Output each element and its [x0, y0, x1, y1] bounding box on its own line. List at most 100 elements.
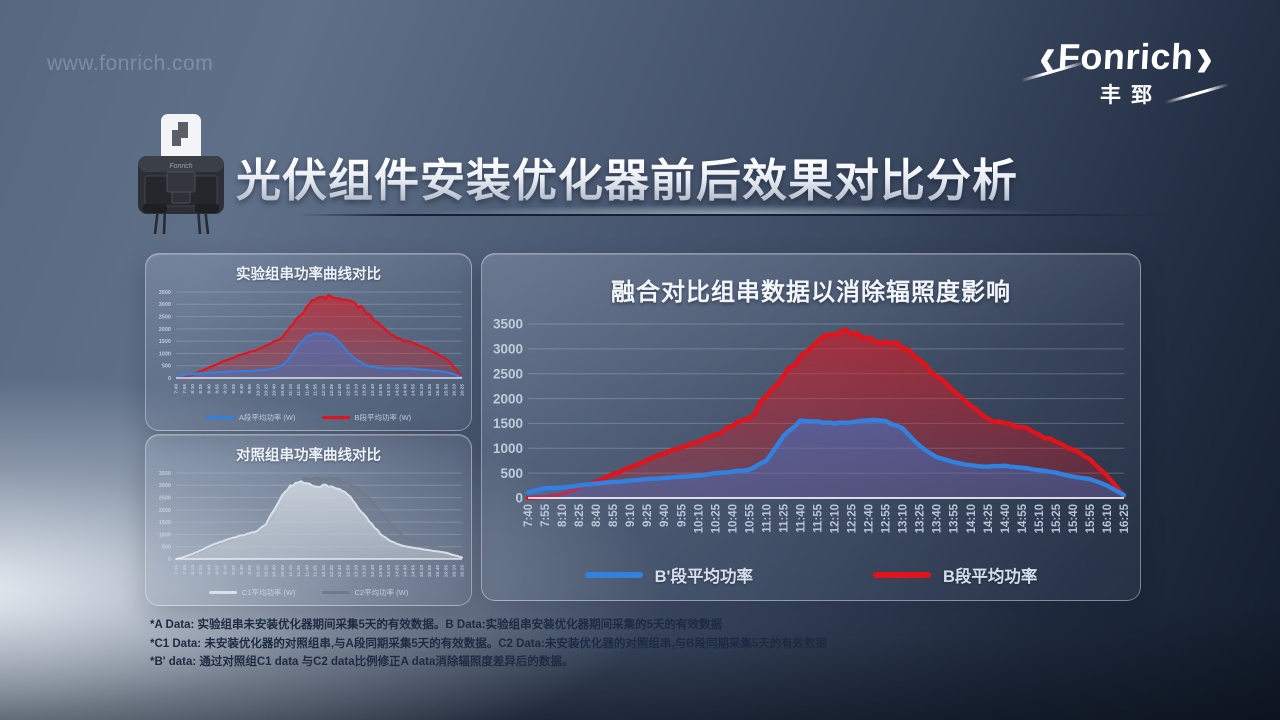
control-chart-canvas: 0 500 1000 1500 2000 2500 3000 3500 7:40 7:55 8:10…: [159, 471, 466, 578]
svg-text:9:40: 9:40: [659, 504, 671, 527]
svg-text:11:55: 11:55: [813, 503, 825, 532]
svg-text:3000: 3000: [493, 342, 523, 357]
svg-text:8:25: 8:25: [198, 384, 204, 394]
svg-text:2500: 2500: [493, 366, 523, 381]
svg-text:500: 500: [162, 545, 171, 551]
svg-text:14:40: 14:40: [402, 565, 408, 578]
svg-text:7:40: 7:40: [174, 565, 180, 575]
svg-text:12:40: 12:40: [864, 504, 876, 533]
svg-text:13:55: 13:55: [378, 384, 384, 397]
svg-text:16:25: 16:25: [460, 384, 466, 397]
legend-label: B'段平均功率: [654, 568, 753, 586]
svg-text:7:55: 7:55: [540, 503, 552, 527]
legend-swatch-icon: [321, 591, 350, 594]
legend-label: B段平均功率 (W): [354, 413, 412, 422]
svg-text:8:25: 8:25: [574, 503, 586, 527]
svg-text:9:55: 9:55: [247, 384, 253, 394]
svg-text:1500: 1500: [159, 520, 171, 526]
svg-text:15:25: 15:25: [1051, 503, 1063, 533]
svg-text:8:25: 8:25: [198, 565, 204, 575]
svg-text:7:55: 7:55: [182, 565, 188, 575]
legend-item: B段平均功率: [872, 563, 1038, 587]
svg-text:9:25: 9:25: [231, 565, 237, 575]
logo-chinese-name: 丰郅: [1100, 84, 1162, 107]
svg-text:10:10: 10:10: [255, 565, 261, 578]
svg-text:8:55: 8:55: [215, 384, 221, 394]
svg-text:16:10: 16:10: [452, 565, 458, 578]
svg-text:2000: 2000: [493, 391, 523, 406]
svg-text:14:25: 14:25: [394, 384, 400, 397]
svg-text:8:10: 8:10: [557, 504, 569, 527]
footnote-line: *C1 Data: 未安装优化器的对照组串,与A段同期采集5天的有效数据。C2 …: [150, 637, 828, 650]
legend-label: C1平均功率 (W): [241, 588, 296, 597]
svg-text:10:55: 10:55: [744, 503, 756, 533]
svg-text:10:40: 10:40: [727, 504, 739, 533]
svg-text:13:40: 13:40: [932, 504, 944, 533]
title-divider-glow: [330, 201, 1140, 214]
svg-text:10:25: 10:25: [264, 384, 270, 397]
legend-swatch-icon: [584, 572, 643, 578]
optimizer-device-image: Fonrich: [138, 114, 224, 234]
svg-text:14:55: 14:55: [411, 565, 417, 578]
svg-text:15:55: 15:55: [1085, 503, 1097, 533]
footnote-line: *B' data: 通过对照组C1 data 与C2 data比例修正A dat…: [150, 656, 574, 669]
svg-text:9:40: 9:40: [239, 565, 245, 575]
svg-text:1000: 1000: [159, 351, 171, 357]
control-chart-legend: C1平均功率 (W) C2平均功率 (W): [146, 587, 471, 598]
svg-text:13:10: 13:10: [898, 504, 910, 533]
legend-item: A段平均功率 (W): [205, 412, 296, 423]
svg-text:8:10: 8:10: [190, 565, 196, 575]
svg-text:0: 0: [168, 376, 171, 382]
svg-text:13:55: 13:55: [949, 503, 961, 533]
svg-text:12:10: 12:10: [321, 384, 327, 397]
svg-text:8:40: 8:40: [591, 504, 603, 527]
svg-text:12:40: 12:40: [337, 565, 343, 578]
svg-text:10:10: 10:10: [255, 384, 261, 397]
svg-text:15:55: 15:55: [443, 384, 449, 397]
logo-name: Fonrich: [1057, 36, 1195, 77]
svg-text:12:25: 12:25: [329, 384, 335, 397]
svg-text:3500: 3500: [493, 317, 523, 332]
svg-text:8:40: 8:40: [206, 384, 212, 394]
svg-text:0: 0: [515, 491, 523, 506]
merged-chart-canvas: 0 500 1000 1500 2000 2500 3000 3500 7:40 7:55 8:10…: [493, 317, 1131, 534]
svg-text:15:10: 15:10: [419, 565, 425, 578]
svg-text:12:55: 12:55: [345, 384, 351, 397]
svg-text:8:55: 8:55: [215, 565, 221, 575]
svg-text:11:10: 11:10: [288, 565, 294, 577]
legend-item: C2平均功率 (W): [321, 587, 408, 598]
svg-text:13:25: 13:25: [915, 503, 927, 533]
svg-text:15:25: 15:25: [427, 384, 433, 397]
svg-text:12:10: 12:10: [830, 504, 842, 533]
svg-text:13:55: 13:55: [378, 565, 384, 578]
svg-text:13:25: 13:25: [362, 565, 368, 578]
svg-text:500: 500: [500, 466, 523, 481]
svg-text:1500: 1500: [159, 339, 171, 345]
svg-text:7:55: 7:55: [182, 384, 188, 394]
svg-text:13:40: 13:40: [370, 384, 376, 397]
svg-text:500: 500: [162, 364, 171, 370]
logo-bracket-left-icon: ‹: [1038, 23, 1057, 91]
svg-text:13:40: 13:40: [370, 565, 376, 578]
svg-text:10:25: 10:25: [264, 565, 270, 578]
legend-label: B段平均功率: [942, 568, 1038, 586]
page-title: 光伏组件安装优化器前后效果对比分析: [236, 144, 1018, 209]
svg-text:9:55: 9:55: [247, 565, 253, 575]
svg-text:9:40: 9:40: [239, 384, 245, 394]
svg-text:12:25: 12:25: [329, 565, 335, 578]
experiment-chart-canvas: 0 500 1000 1500 2000 2500 3000 3500 7:40 7:55 8:10…: [159, 290, 466, 397]
svg-text:14:25: 14:25: [983, 503, 995, 533]
svg-text:9:55: 9:55: [676, 503, 688, 527]
legend-item: B'段平均功率: [584, 563, 753, 587]
logo-wordmark: ‹ Fonrich ›: [1028, 23, 1224, 91]
svg-text:15:55: 15:55: [443, 565, 449, 578]
svg-text:14:10: 14:10: [386, 565, 392, 578]
svg-text:11:10: 11:10: [761, 504, 773, 533]
svg-text:15:10: 15:10: [1034, 504, 1046, 533]
svg-text:12:55: 12:55: [345, 565, 351, 578]
svg-text:10:25: 10:25: [710, 503, 722, 533]
svg-text:3000: 3000: [159, 483, 171, 489]
svg-text:8:40: 8:40: [206, 565, 212, 575]
svg-text:15:40: 15:40: [1068, 504, 1080, 533]
svg-text:13:10: 13:10: [353, 384, 359, 397]
